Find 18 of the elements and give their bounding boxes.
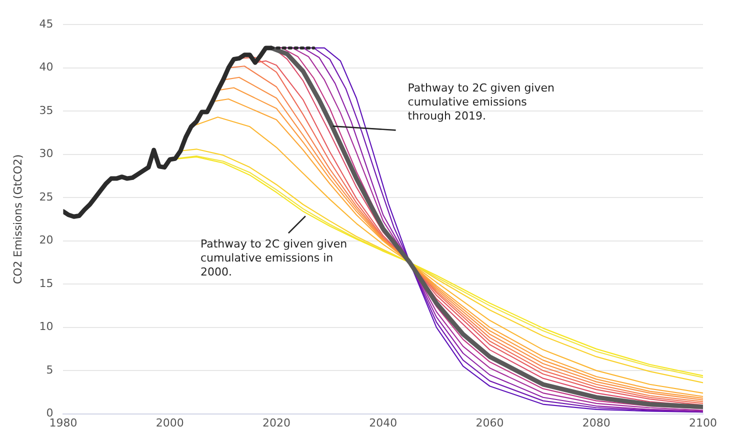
y-tick-label: 20 <box>39 234 54 247</box>
y-axis-title: CO2 Emissions (GtCO2) <box>11 154 24 284</box>
y-tick-label: 45 <box>39 17 54 30</box>
x-tick-label: 2060 <box>476 416 504 430</box>
x-tick-label: 2000 <box>156 416 184 430</box>
x-tick-label: 2080 <box>582 416 610 430</box>
annotation: Pathway to 2C given given cumulative emissions through 2019. <box>408 82 555 123</box>
y-tick-label: 5 <box>46 363 54 376</box>
y-tick-label: 15 <box>39 276 54 290</box>
annotation: Pathway to 2C given given cumulative emissions in 2000. <box>200 238 348 279</box>
x-tick-label: 2100 <box>689 416 717 430</box>
x-tick-label: 2040 <box>369 416 398 430</box>
x-tick-label: 2020 <box>262 416 290 430</box>
y-tick-label: 30 <box>39 147 54 160</box>
y-tick-label: 10 <box>39 320 54 334</box>
y-tick-label: 40 <box>39 60 54 74</box>
y-tick-label: 25 <box>39 190 54 204</box>
y-tick-label: 35 <box>39 104 54 117</box>
